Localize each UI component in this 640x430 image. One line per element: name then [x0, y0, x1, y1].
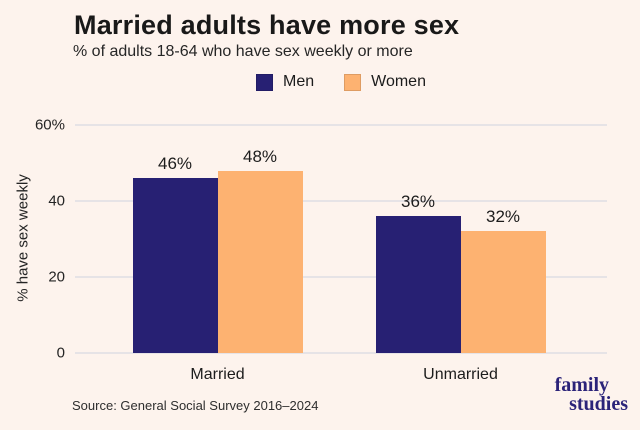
legend-label-women: Women [371, 73, 426, 90]
legend-swatch-men [256, 73, 274, 91]
y-tick-label: 0 [56, 344, 65, 362]
bar-unmarried-men [375, 216, 461, 353]
bar-value-label: 36% [400, 192, 436, 212]
gridline [75, 200, 607, 202]
y-axis-label: % have sex weekly [14, 174, 32, 302]
x-category-label-married: Married [190, 366, 245, 383]
bar-married-women [217, 170, 303, 353]
bar-value-label: 46% [157, 154, 193, 174]
y-tick-label: 40 [48, 192, 65, 210]
legend-swatch-women [344, 73, 362, 91]
y-tick-label: 20 [48, 268, 65, 286]
legend-item-women: Women [344, 73, 426, 91]
logo-line-family: family [554, 374, 609, 396]
bar-value-label: 32% [485, 207, 521, 227]
family-studies-logo: family studies [554, 374, 628, 415]
chart-title: Married adults have more sex [74, 10, 460, 40]
y-tick-label: 60% [34, 116, 65, 134]
bar-unmarried-women [460, 231, 546, 353]
plot-area: 0 20 40 60% 46% 48% Married 36% 32% Unmarried [35, 117, 607, 383]
legend-item-men: Men [256, 73, 314, 91]
source-note: Source: General Social Survey 2016–2024 [72, 398, 319, 413]
bar-value-label: 48% [242, 146, 278, 166]
logo-line-studies: studies [569, 393, 628, 415]
chart-subtitle: % of adults 18-64 who have sex weekly or… [73, 43, 413, 60]
bar-married-men [132, 178, 218, 353]
legend: Men Women [75, 72, 607, 92]
gridline [75, 276, 607, 278]
gridline [75, 124, 607, 126]
x-category-label-unmarried: Unmarried [423, 366, 498, 383]
legend-label-men: Men [283, 73, 315, 90]
gridline [75, 352, 607, 354]
